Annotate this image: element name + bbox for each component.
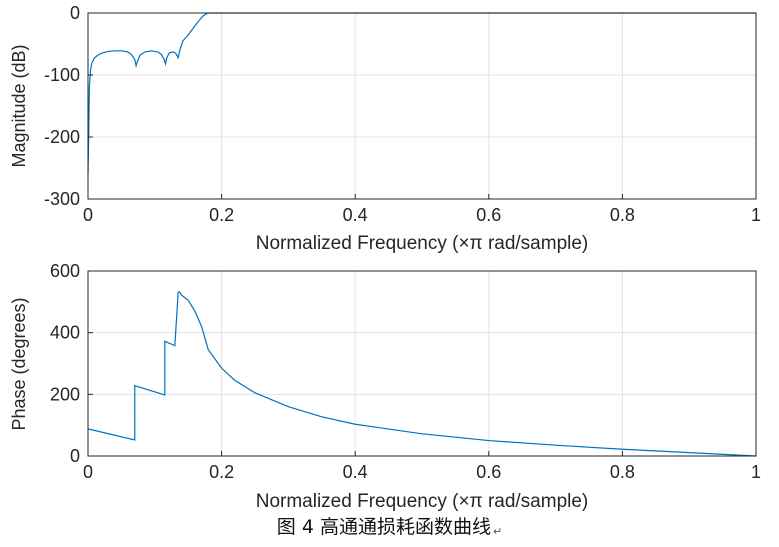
magnitude-x-ticks: 0 0.2 0.4 0.6 0.8 1 [83, 194, 761, 225]
magnitude-x-tick-label: 1 [751, 205, 761, 225]
magnitude-x-tick-label: 0.8 [610, 205, 635, 225]
magnitude-x-tick-label: 0.6 [476, 205, 501, 225]
phase-x-label: Normalized Frequency (×π rad/sample) [256, 491, 589, 512]
magnitude-y-ticks: 0 -100 -200 -300 [44, 3, 93, 209]
magnitude-axes-box [87, 12, 757, 200]
phase-y-tick-label: 0 [70, 446, 80, 466]
magnitude-plot: 0 0.2 0.4 0.6 0.8 1 0 -100 -200 -300 Normalized … [9, 3, 761, 254]
magnitude-x-tick-label: 0.2 [209, 205, 234, 225]
magnitude-y-tick-label: -100 [44, 65, 80, 85]
phase-y-tick-label: 400 [50, 323, 80, 343]
phase-x-tick-label: 0.6 [476, 462, 501, 482]
phase-y-ticks: 0 200 400 600 [50, 261, 93, 466]
magnitude-x-label: Normalized Frequency (×π rad/sample) [256, 233, 589, 254]
figure: 0 0.2 0.4 0.6 0.8 1 0 -100 -200 -300 Normalized … [9, 3, 761, 512]
phase-x-tick-label: 0.2 [209, 462, 234, 482]
magnitude-x-tick-label: 0 [83, 205, 93, 225]
phase-plot: 0 0.2 0.4 0.6 0.8 1 0 200 400 600 Normalized Fre… [9, 261, 761, 512]
magnitude-x-tick-label: 0.4 [343, 205, 368, 225]
magnitude-plot-area [88, 13, 756, 199]
return-mark-icon: ↵ [492, 525, 503, 538]
magnitude-y-tick-label: 0 [70, 3, 80, 23]
phase-x-tick-label: 0.8 [610, 462, 635, 482]
phase-x-tick-label: 0 [83, 462, 93, 482]
phase-plot-area [88, 271, 756, 456]
phase-y-tick-label: 200 [50, 384, 80, 404]
figure-caption-text: 图 4 高通通损耗函数曲线 [276, 516, 491, 538]
magnitude-y-label: Magnitude (dB) [9, 44, 29, 167]
magnitude-y-tick-label: -200 [44, 127, 80, 147]
magnitude-y-tick-label: -300 [44, 189, 80, 209]
phase-series-line [87, 291, 757, 457]
figure-caption: 图 4 高通通损耗函数曲线 ↵ [0, 512, 779, 546]
phase-x-tick-label: 0.4 [343, 462, 368, 482]
phase-y-label: Phase (degrees) [9, 297, 29, 430]
phase-x-tick-label: 1 [751, 462, 761, 482]
phase-axes-box [87, 270, 757, 457]
phase-x-ticks: 0 0.2 0.4 0.6 0.8 1 [83, 451, 761, 482]
phase-y-tick-label: 600 [50, 261, 80, 281]
